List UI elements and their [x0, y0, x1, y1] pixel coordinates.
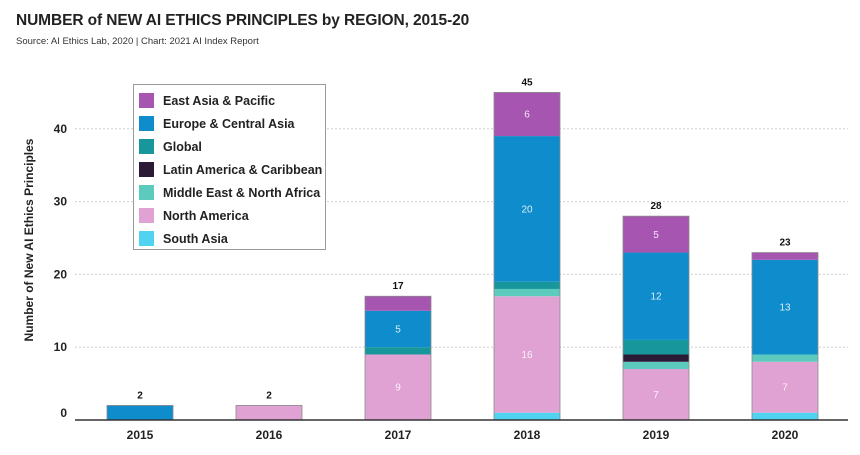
legend-label: South Asia [163, 231, 228, 246]
bar-segment [494, 92, 560, 137]
bar-segment [623, 354, 689, 362]
y-tick-label: 40 [54, 122, 68, 136]
legend-swatch [139, 116, 154, 131]
y-tick-label: 20 [54, 267, 68, 281]
bar-total-label: 17 [392, 281, 404, 292]
bar-segment [107, 405, 173, 420]
bar-segment [752, 259, 818, 355]
bar-segment [752, 412, 818, 420]
bar-segment [752, 361, 818, 413]
legend-swatch [139, 231, 154, 246]
legend-label: Middle East & North Africa [163, 185, 321, 200]
legend-item-global: Global [139, 135, 325, 158]
bar-segment [494, 412, 560, 420]
bar-segment [494, 288, 560, 297]
segment-value-label: 16 [521, 350, 533, 361]
bar-segment [752, 354, 818, 362]
x-tick-label: 2018 [514, 428, 541, 442]
chart-legend: East Asia & Pacific Europe & Central Asi… [133, 84, 326, 250]
segment-value-label: 6 [524, 110, 530, 121]
legend-label: Global [163, 139, 202, 154]
segment-value-label: 20 [521, 204, 533, 215]
legend-item-east-asia-pacific: East Asia & Pacific [139, 89, 325, 112]
legend-item-north-america: North America [139, 204, 325, 227]
segment-value-label: 5 [395, 325, 401, 336]
bar-segment [494, 136, 560, 282]
bar-segment [623, 369, 689, 420]
legend-item-europe-central-asia: Europe & Central Asia [139, 112, 325, 135]
legend-item-middle-east-north-africa: Middle East & North Africa [139, 181, 325, 204]
x-tick-label: 2015 [127, 428, 154, 442]
legend-item-latin-america-caribbean: Latin America & Caribbean [139, 158, 325, 181]
segment-value-label: 7 [782, 383, 788, 394]
x-tick-label: 2016 [256, 428, 283, 442]
chart-title: NUMBER of NEW AI ETHICS PRINCIPLES by RE… [16, 12, 470, 29]
bar-total-label: 23 [779, 238, 791, 249]
legend-swatch [139, 162, 154, 177]
bar-segment [365, 354, 431, 420]
x-tick-label: 2020 [772, 428, 799, 442]
legend-item-south-asia: South Asia [139, 227, 325, 250]
bar-segment [494, 296, 560, 413]
bar-segment [236, 405, 302, 420]
bar-total-label: 45 [521, 77, 533, 88]
bar-segment [365, 310, 431, 348]
segment-value-label: 13 [779, 303, 791, 314]
bar-segment [752, 252, 818, 260]
bar-total-label: 2 [137, 390, 143, 401]
legend-label: North America [163, 208, 249, 223]
bar-total-label: 28 [650, 201, 662, 212]
legend-swatch [139, 139, 154, 154]
bar-segment [365, 347, 431, 355]
y-tick-label: 30 [54, 195, 68, 209]
legend-label: Europe & Central Asia [163, 116, 295, 131]
y-tick-label: 0 [60, 406, 67, 420]
legend-label: Latin America & Caribbean [163, 162, 323, 177]
segment-value-label: 9 [395, 383, 401, 394]
bar-segment [494, 281, 560, 289]
y-axis-title: Number of New AI Ethics Principles [22, 138, 36, 341]
legend-swatch [139, 185, 154, 200]
legend-label: East Asia & Pacific [163, 93, 276, 108]
legend-swatch [139, 208, 154, 223]
bar-segment [623, 361, 689, 370]
bar-segment [365, 296, 431, 311]
bar-segment [623, 339, 689, 355]
bar-segment [623, 216, 689, 253]
x-tick-label: 2017 [385, 428, 412, 442]
segment-value-label: 7 [653, 390, 659, 401]
segment-value-label: 12 [650, 292, 662, 303]
segment-value-label: 5 [653, 230, 659, 241]
bar-total-label: 2 [266, 390, 272, 401]
y-tick-label: 10 [54, 340, 68, 354]
bar-segment [623, 252, 689, 340]
legend-swatch [139, 93, 154, 108]
chart-source: Source: AI Ethics Lab, 2020 | Chart: 202… [16, 36, 259, 47]
x-tick-label: 2019 [643, 428, 670, 442]
